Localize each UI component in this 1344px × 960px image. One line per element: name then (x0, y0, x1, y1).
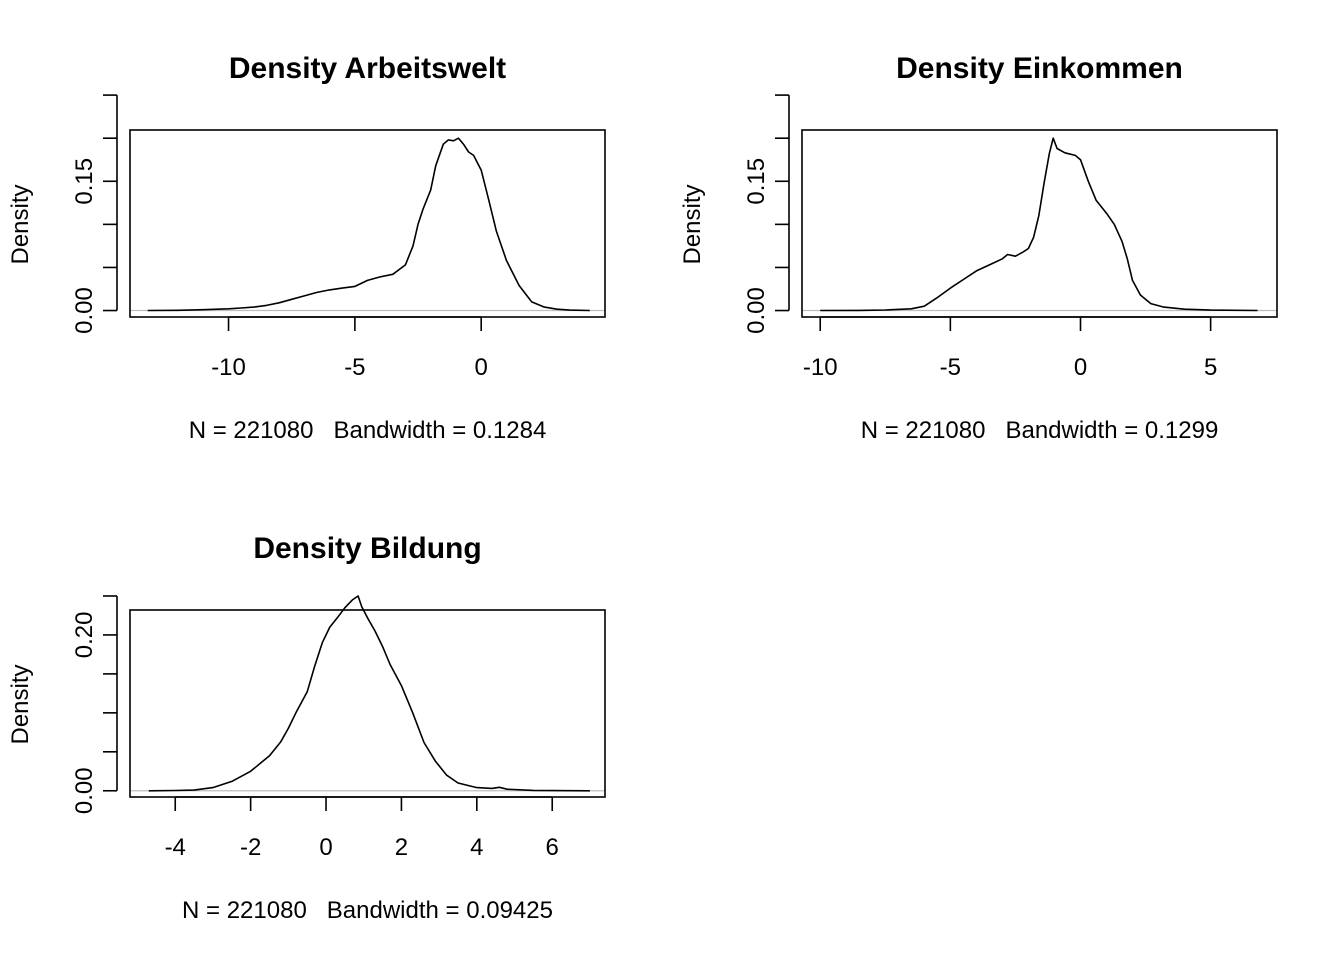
x-tick-label: 2 (395, 834, 408, 861)
x-tick-label: -10 (803, 354, 838, 381)
density-curve (147, 137, 590, 312)
density-curve (820, 137, 1258, 312)
plot-frame (129, 129, 606, 318)
x-tick-label: 4 (470, 834, 483, 861)
x-tick-label: 0 (475, 354, 488, 381)
x-axis-label: N = 221080 Bandwidth = 0.1284 (189, 417, 547, 444)
x-tick-label: 0 (319, 834, 332, 861)
density-panel-bildung: Density Bildung -4 -2 0 2 4 6 0.00 0.20 Density N … (0, 480, 672, 960)
x-tick-label: -2 (240, 834, 261, 861)
x-tick-label: 6 (546, 834, 559, 861)
y-tick-label: 0.00 (743, 287, 770, 334)
x-axis-label: N = 221080 Bandwidth = 0.09425 (182, 897, 553, 924)
density-curve (148, 595, 590, 792)
x-tick-label: -5 (344, 354, 365, 381)
x-axis-label: N = 221080 Bandwidth = 0.1299 (861, 417, 1219, 444)
chart-title: Density Einkommen (896, 52, 1183, 85)
plot-frame (129, 609, 606, 798)
y-tick-label: 0.20 (71, 612, 98, 659)
chart-title: Density Bildung (253, 532, 481, 565)
density-plot-bildung: Density Bildung -4 -2 0 2 4 6 0.00 0.20 Density N … (7, 532, 606, 924)
y-tick-label: 0.15 (71, 158, 98, 205)
x-tick-label: -5 (940, 354, 961, 381)
density-plot-einkommen: Density Einkommen -10 -5 0 5 0.00 0.15 Density N… (679, 52, 1278, 444)
y-axis-label: Density (7, 664, 34, 744)
x-tick-label: 0 (1074, 354, 1087, 381)
y-axis-label: Density (7, 184, 34, 264)
plot-frame (801, 129, 1278, 318)
y-tick-label: 0.00 (71, 767, 98, 814)
x-tick-label: -4 (165, 834, 186, 861)
y-tick-label: 0.00 (71, 287, 98, 334)
y-tick-label: 0.15 (743, 158, 770, 205)
x-tick-label: -10 (211, 354, 246, 381)
chart-title: Density Arbeitswelt (229, 52, 506, 85)
x-tick-label: 5 (1204, 354, 1217, 381)
density-panel-arbeitswelt: Density Arbeitswelt -10 -5 0 0.00 0.15 Density… (0, 0, 672, 480)
density-panel-einkommen: Density Einkommen -10 -5 0 5 0.00 0.15 Density N… (672, 0, 1344, 480)
density-plot-arbeitswelt: Density Arbeitswelt -10 -5 0 0.00 0.15 Density… (7, 52, 606, 444)
y-axis-label: Density (679, 184, 706, 264)
